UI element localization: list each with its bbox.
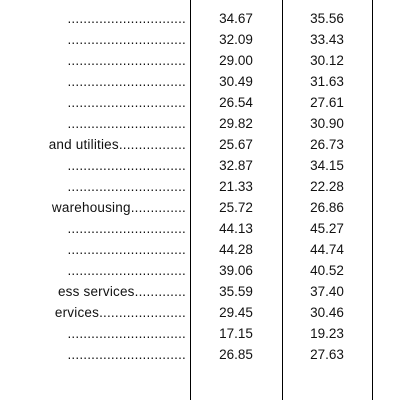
table-row: .............................. 34.67 35.… — [0, 10, 400, 28]
value-column-2: 30.90 — [310, 116, 344, 131]
row-label: .............................. — [67, 347, 186, 362]
table-row: .............................. 30.49 31.… — [0, 73, 400, 91]
value-column-1: 25.67 — [219, 137, 253, 152]
value-column-1: 30.49 — [219, 74, 253, 89]
value-column-1: 39.06 — [219, 263, 253, 278]
value-column-1: 44.13 — [219, 221, 253, 236]
row-label: ervices...................... — [54, 305, 186, 320]
value-column-2: 26.86 — [310, 200, 344, 215]
value-column-2: 30.12 — [310, 53, 344, 68]
value-column-1: 29.00 — [219, 53, 253, 68]
row-label: .............................. — [67, 74, 186, 89]
table-row: ervices...................... 29.45 30.4… — [0, 304, 400, 322]
value-column-1: 34.67 — [219, 11, 253, 26]
column-divider-1 — [190, 0, 191, 400]
value-column-2: 44.74 — [310, 242, 344, 257]
value-column-2: 34.15 — [310, 158, 344, 173]
column-divider-3 — [372, 0, 373, 400]
table-row: .............................. 44.28 44.… — [0, 241, 400, 259]
value-column-1: 29.45 — [219, 305, 253, 320]
column-divider-2 — [282, 0, 283, 400]
row-label: .............................. — [67, 116, 186, 131]
value-column-1: 26.54 — [219, 95, 253, 110]
table-row: .............................. 32.09 33.… — [0, 31, 400, 49]
table-row: ess services............. 35.59 37.40 — [0, 283, 400, 301]
table-row: warehousing.............. 25.72 26.86 — [0, 199, 400, 217]
value-column-2: 45.27 — [310, 221, 344, 236]
row-label: .............................. — [67, 221, 186, 236]
value-column-1: 32.09 — [219, 32, 253, 47]
value-column-2: 30.46 — [310, 305, 344, 320]
row-label: warehousing.............. — [51, 200, 186, 215]
value-column-2: 19.23 — [310, 326, 344, 341]
value-column-1: 44.28 — [219, 242, 253, 257]
value-column-2: 27.63 — [310, 347, 344, 362]
row-label: ess services............. — [57, 284, 186, 299]
value-column-2: 37.40 — [310, 284, 344, 299]
table-row: .............................. 29.82 30.… — [0, 115, 400, 133]
table-row: .............................. 32.87 34.… — [0, 157, 400, 175]
value-column-1: 26.85 — [219, 347, 253, 362]
value-column-2: 26.73 — [310, 137, 344, 152]
value-column-2: 22.28 — [310, 179, 344, 194]
row-label: .............................. — [67, 11, 186, 26]
row-label: .............................. — [67, 263, 186, 278]
value-column-2: 35.56 — [310, 11, 344, 26]
value-column-1: 32.87 — [219, 158, 253, 173]
value-column-1: 17.15 — [219, 326, 253, 341]
value-column-1: 21.33 — [219, 179, 253, 194]
value-column-2: 40.52 — [310, 263, 344, 278]
row-label: and utilities................. — [48, 137, 186, 152]
value-column-1: 25.72 — [219, 200, 253, 215]
value-column-2: 31.63 — [310, 74, 344, 89]
table-row: .............................. 21.33 22.… — [0, 178, 400, 196]
row-label: .............................. — [67, 158, 186, 173]
row-label: .............................. — [67, 32, 186, 47]
row-label: .............................. — [67, 242, 186, 257]
row-label: .............................. — [67, 95, 186, 110]
row-label: .............................. — [67, 53, 186, 68]
table-row: .............................. 44.13 45.… — [0, 220, 400, 238]
table-row: and utilities................. 25.67 26.… — [0, 136, 400, 154]
table-row: .............................. 17.15 19.… — [0, 325, 400, 343]
table-row: .............................. 26.85 27.… — [0, 346, 400, 364]
table-row: .............................. 26.54 27.… — [0, 94, 400, 112]
row-label: .............................. — [67, 179, 186, 194]
value-column-1: 35.59 — [219, 284, 253, 299]
value-column-1: 29.82 — [219, 116, 253, 131]
row-label: .............................. — [67, 326, 186, 341]
value-column-2: 33.43 — [310, 32, 344, 47]
value-column-2: 27.61 — [310, 95, 344, 110]
table-row: .............................. 29.00 30.… — [0, 52, 400, 70]
table-row: .............................. 39.06 40.… — [0, 262, 400, 280]
